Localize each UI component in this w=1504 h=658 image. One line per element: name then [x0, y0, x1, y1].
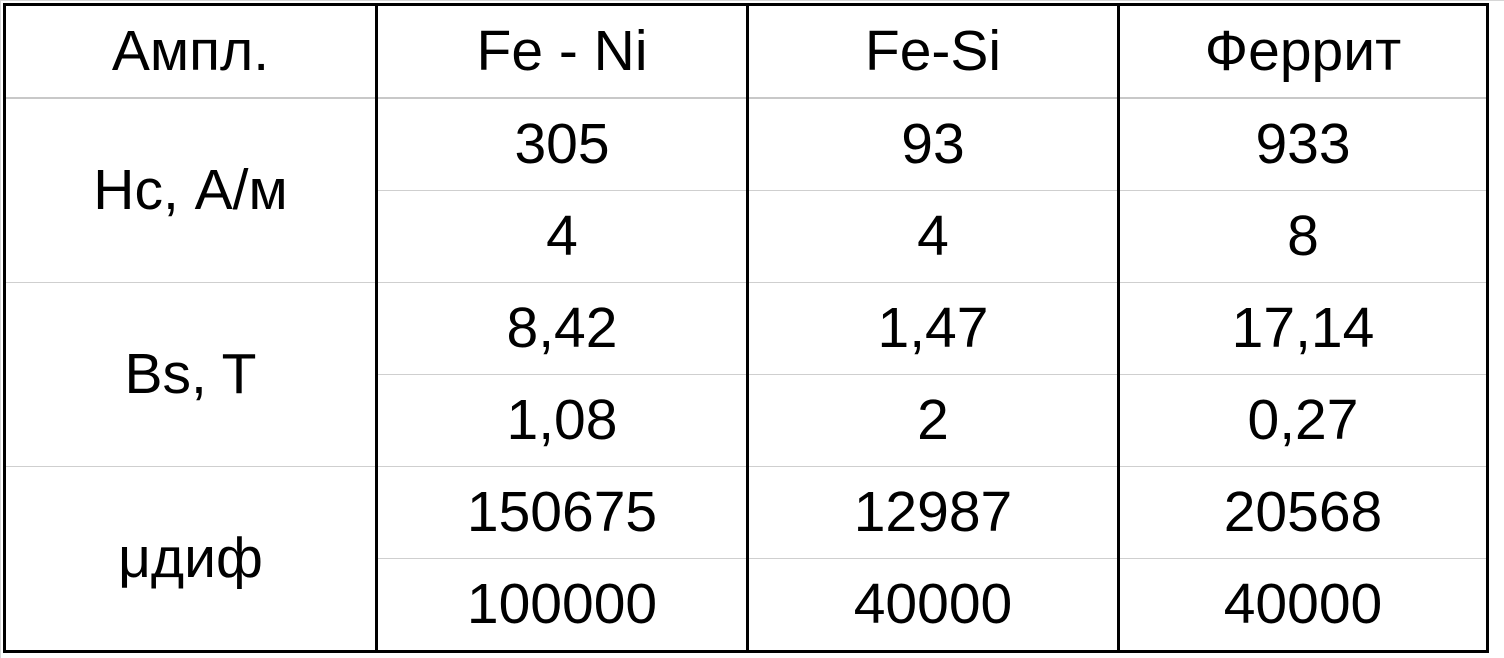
gridline [0, 0, 1504, 1]
value-cell[interactable]: 2 [746, 374, 1120, 467]
param-cell[interactable]: μдиф [3, 466, 378, 653]
gridline [0, 0, 1, 658]
table-row: 100000 40000 40000 [5, 558, 1489, 653]
header-cell[interactable]: Fe-Si [746, 3, 1120, 99]
value-cell[interactable]: 8 [1117, 190, 1489, 283]
comparison-table: Ампл. Fe - Ni Fe-Si Феррит Hc, А/м 305 9… [3, 3, 1489, 653]
value-cell[interactable]: 1,47 [746, 282, 1120, 375]
header-cell[interactable]: Fe - Ni [375, 3, 749, 99]
value-cell[interactable]: 305 [375, 98, 749, 191]
value-cell[interactable]: 150675 [375, 466, 749, 559]
value-cell[interactable]: 20568 [1117, 466, 1489, 559]
header-cell[interactable]: Ампл. [3, 3, 378, 99]
table-row: 1,08 2 0,27 [5, 374, 1489, 467]
value-cell[interactable]: 4 [375, 190, 749, 283]
value-cell[interactable]: 40000 [746, 558, 1120, 653]
table-row: 4 4 8 [5, 190, 1489, 283]
value-cell[interactable]: 0,27 [1117, 374, 1489, 467]
table-row: μдиф 150675 12987 20568 [3, 466, 1489, 653]
value-cell[interactable]: 1,08 [375, 374, 749, 467]
value-cell[interactable]: 93 [746, 98, 1120, 191]
param-cell[interactable]: Bs, T [3, 282, 378, 467]
value-cell[interactable]: 4 [746, 190, 1120, 283]
value-cell[interactable]: 17,14 [1117, 282, 1489, 375]
header-row: Ампл. Fe - Ni Fe-Si Феррит [3, 3, 1489, 99]
value-cell[interactable]: 933 [1117, 98, 1489, 191]
value-cell[interactable]: 40000 [1117, 558, 1489, 653]
table-row: Hc, А/м 305 93 933 [3, 98, 1489, 283]
value-cell[interactable]: 100000 [375, 558, 749, 653]
value-cell[interactable]: 8,42 [375, 282, 749, 375]
header-cell[interactable]: Феррит [1117, 3, 1489, 99]
param-cell[interactable]: Hc, А/м [3, 98, 378, 283]
table-row: Bs, T 8,42 1,47 17,14 [3, 282, 1489, 467]
value-cell[interactable]: 12987 [746, 466, 1120, 559]
